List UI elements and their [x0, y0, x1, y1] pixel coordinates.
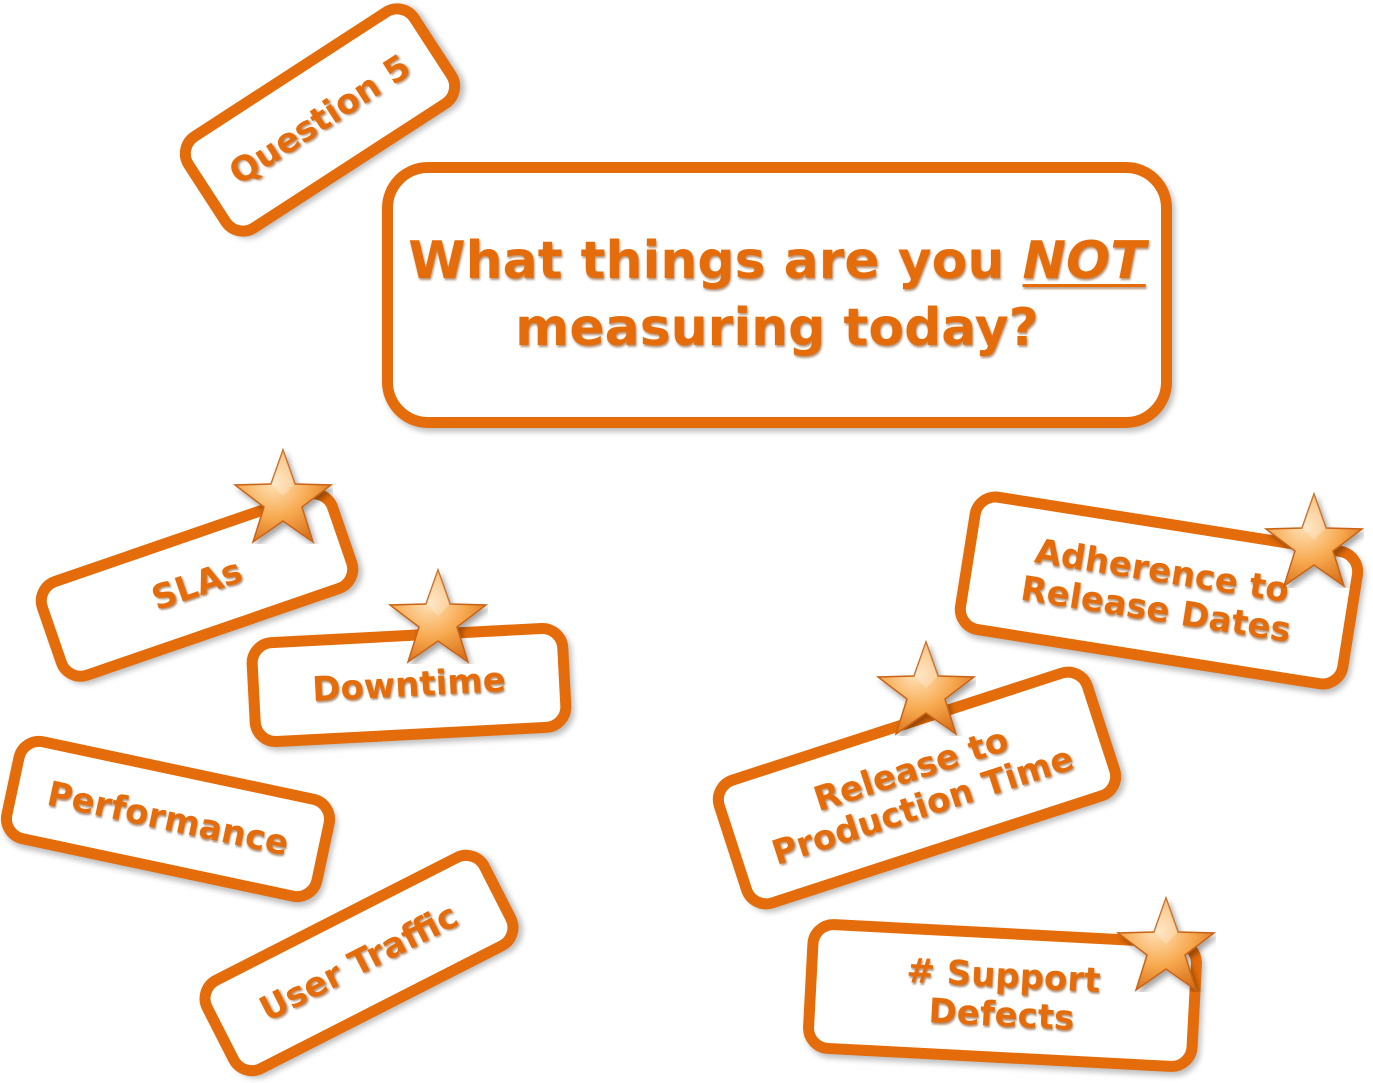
question-emphasis-not: NOT: [1022, 231, 1146, 292]
star-icon: [1116, 896, 1216, 992]
star-icon: [233, 448, 333, 544]
question-box: What things are you NOT measuring today?: [382, 162, 1172, 428]
answer-performance-label: Performance: [43, 773, 293, 865]
star-icon: [388, 568, 488, 664]
answer-support-line-2: Defects: [927, 990, 1076, 1039]
star-icon: [1264, 492, 1364, 588]
question-line-2: measuring today?: [515, 298, 1039, 358]
question-number-label: Question 5: [222, 46, 418, 194]
answer-user-traffic-label: User Traffic: [253, 895, 465, 1030]
answer-downtime-label: Downtime: [311, 659, 507, 710]
question-line-1: What things are you NOT: [408, 228, 1145, 295]
question-line-1-prefix: What things are you: [408, 231, 1005, 292]
answer-slas-label: SLAs: [146, 550, 248, 619]
answer-card-performance: Performance: [0, 731, 340, 907]
star-icon: [876, 640, 976, 736]
